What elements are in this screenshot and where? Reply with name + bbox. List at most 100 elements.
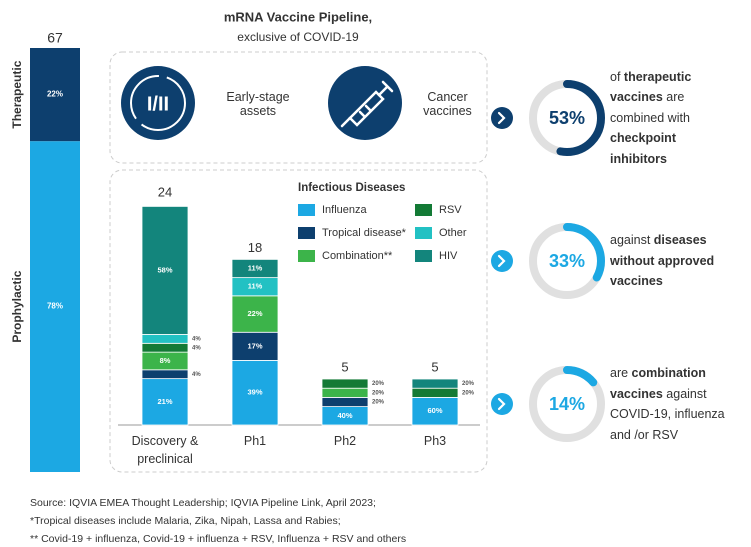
callout-run: checkpoint inhibitors <box>610 131 676 166</box>
x-tick-label: Ph2 <box>333 434 357 448</box>
value-label: 20% <box>372 390 385 396</box>
icon-ring <box>130 75 186 131</box>
callout-run: combination vaccines <box>610 366 706 401</box>
arrow-chevron <box>497 254 506 268</box>
callout-run: are <box>610 366 632 380</box>
value-label: 20% <box>462 381 475 387</box>
donut-arc <box>529 223 605 299</box>
total-label: 18 <box>248 240 262 255</box>
legend-swatch <box>298 227 315 239</box>
x-tick-label: Discovery & preclinical <box>131 434 199 466</box>
legend-swatch <box>298 250 315 262</box>
bar-segment <box>321 396 369 407</box>
arrow-badge <box>491 393 513 415</box>
syringe-icon <box>340 80 394 128</box>
value-label: 21% <box>157 397 172 406</box>
callout-run: against <box>610 233 654 248</box>
bar-segment <box>141 369 189 380</box>
value-label: 78% <box>47 302 63 311</box>
value-label: 22% <box>247 309 262 318</box>
highlight-label: Early-stage assets <box>226 90 290 118</box>
total-label: 5 <box>341 359 348 374</box>
value-label: 20% <box>372 381 385 387</box>
value-label: 22% <box>47 90 63 99</box>
legend-swatch <box>415 250 432 262</box>
donut-arc <box>529 366 605 442</box>
category-label: Therapeutic <box>10 60 24 128</box>
arrow-chevron <box>497 397 506 411</box>
bar-segment <box>141 342 189 353</box>
legend-label: RSV <box>439 204 462 216</box>
bar-segment <box>321 387 369 398</box>
value-label: 20% <box>462 390 475 396</box>
arrow-badge <box>491 250 513 272</box>
legend-label: Tropical disease* <box>322 227 407 239</box>
category-label: Prophylactic <box>10 270 24 342</box>
callout-text: of therapeutic vaccines are combined wit… <box>610 67 728 170</box>
bar-segment <box>141 206 189 335</box>
value-label: 17% <box>247 341 262 350</box>
callout: are combination vaccines against COVID-1… <box>610 349 728 459</box>
value-label: 4% <box>192 372 201 378</box>
icon-text: I/II <box>147 93 169 115</box>
legend-label: Other <box>439 227 467 239</box>
value-label: 60% <box>427 406 442 415</box>
legend-swatch <box>415 227 432 239</box>
value-label: 8% <box>160 356 171 365</box>
value-label: 4% <box>192 336 201 342</box>
value-label: 4% <box>192 345 201 351</box>
arrow-badge <box>491 107 513 129</box>
callout-text: against diseases without approved vaccin… <box>610 230 728 292</box>
value-label: 11% <box>248 282 263 291</box>
bar-segment <box>231 360 279 426</box>
x-tick-label: Ph1 <box>243 434 267 448</box>
bottom-frame <box>109 169 488 473</box>
legend-title: Infectious Diseases <box>298 182 405 194</box>
callout-run: therapeutic vaccines <box>610 69 692 105</box>
bar-segment <box>231 331 279 361</box>
total-label: 5 <box>431 359 438 374</box>
bar-segment <box>30 141 80 472</box>
callout-text: are combination vaccines against COVID-1… <box>610 363 728 445</box>
value-label: 40% <box>337 411 352 420</box>
bar-segment <box>411 378 459 389</box>
highlight-label: Cancer vaccines <box>423 90 472 118</box>
bar-segment <box>231 258 279 279</box>
donut-value-label: 53% <box>549 108 585 128</box>
note: ** Covid-19 + influenza, Covid-19 + infl… <box>30 533 407 545</box>
total-label: 24 <box>158 185 172 200</box>
value-label: 11% <box>248 263 263 272</box>
callout: against diseases without approved vaccin… <box>610 206 728 316</box>
value-label: 39% <box>247 388 262 397</box>
bar-segment <box>411 396 459 426</box>
note: Source: IQVIA EMEA Thought Leadership; I… <box>30 497 376 509</box>
bar-segment <box>30 48 80 142</box>
subtitle: exclusive of COVID-19 <box>237 30 359 44</box>
legend-label: Influenza <box>322 204 368 216</box>
callout-run: against COVID-19, influenza and /or RSV <box>610 386 725 442</box>
title: mRNA Vaccine Pipeline, <box>224 9 372 24</box>
callout-run: diseases without approved vaccines <box>610 233 715 289</box>
callout-run: of <box>610 69 624 84</box>
value-label: 20% <box>372 400 385 406</box>
bar-segment <box>411 387 459 398</box>
note: *Tropical diseases include Malaria, Zika… <box>30 515 341 527</box>
bar-segment <box>141 334 189 344</box>
value-label: 58% <box>157 265 172 274</box>
donut-value-label: 14% <box>549 394 585 414</box>
x-tick-label: Ph3 <box>423 434 447 448</box>
donut-value-label: 33% <box>549 251 585 271</box>
bar-segment <box>141 378 189 426</box>
legend-label: Combination** <box>322 250 393 262</box>
legend-label: HIV <box>439 250 458 262</box>
donut-arc <box>529 80 605 156</box>
callout: of therapeutic vaccines are combined wit… <box>610 63 728 173</box>
callout-run: are combined with <box>610 90 690 125</box>
bar-segment <box>231 295 279 333</box>
legend-swatch <box>298 204 315 216</box>
arrow-chevron <box>497 111 506 125</box>
legend-swatch <box>415 204 432 216</box>
total-label: 67 <box>47 30 63 46</box>
